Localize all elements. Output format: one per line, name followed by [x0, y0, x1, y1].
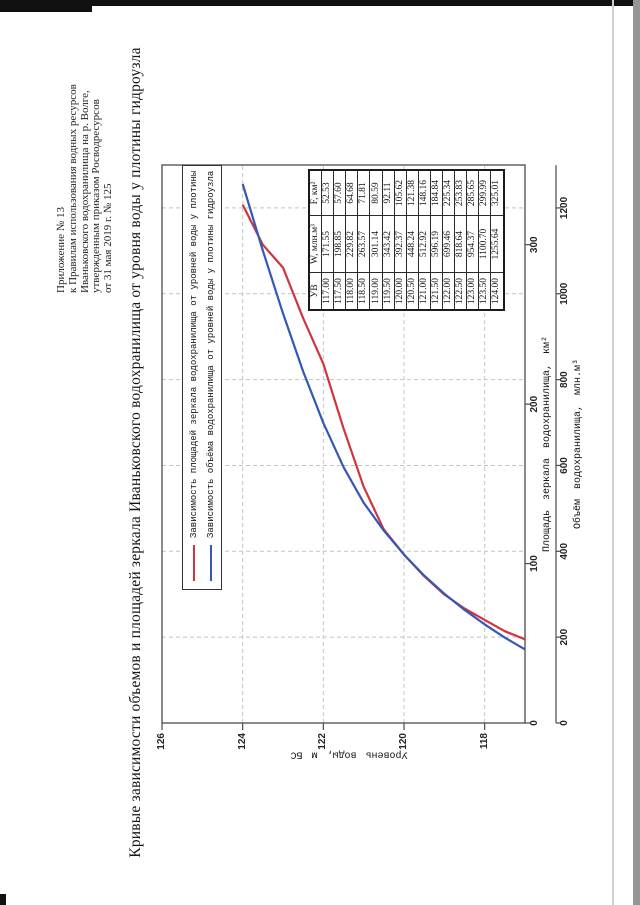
- area-axis-title: Площадь зеркала водохранилища, км²: [542, 335, 553, 553]
- table-row: 122.00 699.46 225.34: [442, 170, 455, 310]
- table-cell: 52.53: [321, 170, 334, 216]
- volume-tick-label: 400: [559, 542, 570, 560]
- table-cell: 121.38: [406, 170, 419, 216]
- table-row: 123.50 1100.70 299.99: [478, 170, 491, 310]
- level-volume-area-table: УВ W, млн.м³ F, км² 117.00 171.55 52.53 117.50…: [308, 169, 505, 311]
- table-cell: 148.16: [418, 170, 431, 216]
- volume-tick-label: 1200: [559, 196, 570, 220]
- chart-legend: Зависимость площадей зеркала водохранили…: [182, 165, 222, 590]
- plot-border: [161, 164, 526, 724]
- table-cell: 124.00: [490, 272, 504, 310]
- volume-tick-label: 600: [559, 457, 570, 474]
- table-cell: 123.00: [466, 272, 479, 310]
- table-cell: 118.00: [345, 272, 358, 310]
- scan-edge-grey-band: [633, 0, 640, 905]
- table-cell: 171.55: [321, 215, 334, 273]
- volume-tick-label: 0: [559, 720, 570, 726]
- table-cell: 225.34: [442, 170, 455, 216]
- table-cell: 57.60: [333, 170, 346, 216]
- table-cell: 92.11: [382, 170, 395, 216]
- level-tick-label: 124: [236, 733, 248, 750]
- scan-fold-line: [612, 0, 614, 905]
- table-cell: 118.50: [357, 272, 370, 310]
- table-cell: 1100.70: [478, 215, 491, 273]
- table-cell: 392.37: [394, 215, 407, 273]
- table-cell: 119.00: [369, 272, 383, 310]
- table-header-cell: F, км²: [309, 170, 322, 216]
- table-cell: 64.68: [345, 170, 358, 216]
- table-cell: 343.42: [382, 215, 395, 273]
- area-tick-label: 300: [529, 236, 540, 254]
- y-axis-title: Уровень воды, м БС: [289, 748, 408, 760]
- table-row: 124.00 1255.64 325.01: [490, 170, 504, 310]
- table-cell: 105.62: [394, 170, 407, 216]
- scan-edge-black-notch: [0, 0, 92, 12]
- table-cell: 122.50: [454, 272, 467, 310]
- legend-label: Зависимость площадей зеркала водохранили…: [188, 170, 199, 538]
- table-cell: 184.84: [430, 170, 443, 216]
- table-header-cell: W, млн.м³: [309, 215, 322, 273]
- legend-item: Зависимость площадей зеркала водохранили…: [186, 166, 201, 589]
- table-cell: 1255.64: [490, 215, 504, 273]
- table-cell: 120.50: [406, 272, 419, 310]
- table-cell: 120.00: [394, 272, 407, 310]
- area-tick-label: 0: [529, 720, 540, 726]
- table-header-row: УВ W, млн.м³ F, км²: [309, 170, 322, 310]
- table-cell: 299.99: [478, 170, 491, 216]
- table-row: 121.00 512.92 148.16: [418, 170, 431, 310]
- table-row: 120.50 448.24 121.38: [406, 170, 419, 310]
- table-cell: 121.50: [430, 272, 443, 310]
- table-cell: 301.14: [369, 215, 383, 273]
- volume-axis-title: Объём водохранилища, млн.м³: [573, 358, 584, 530]
- table-cell: 119.50: [382, 272, 395, 310]
- volume-tick-label: 1000: [559, 282, 570, 305]
- table-cell: 80.59: [369, 170, 383, 216]
- table-cell: 122.00: [442, 272, 455, 310]
- table-cell: 596.19: [430, 215, 443, 273]
- table-cell: 263.57: [357, 215, 370, 273]
- legend-line-sample: [192, 545, 195, 581]
- table-cell: 117.00: [321, 272, 334, 310]
- table-header-cell: УВ: [309, 272, 322, 310]
- table-cell: 71.81: [357, 170, 370, 216]
- table-cell: 121.00: [418, 272, 431, 310]
- table-cell: 699.46: [442, 215, 455, 273]
- table-cell: 123.50: [478, 272, 491, 310]
- level-tick-label: 118: [478, 733, 490, 750]
- volume-tick-label: 200: [559, 628, 570, 646]
- table-cell: 818.64: [454, 215, 467, 273]
- scan-corner-black: [0, 894, 6, 905]
- table-cell: 117.50: [333, 272, 346, 310]
- table-row: 119.50 343.42 92.11: [382, 170, 395, 310]
- table-cell: 229.82: [345, 215, 358, 273]
- table-cell: 448.24: [406, 215, 419, 273]
- table-cell: 512.92: [418, 215, 431, 273]
- table-row: 117.00 171.55 52.53: [321, 170, 334, 310]
- scan-edge-black-band: [0, 0, 640, 6]
- table-row: 121.50 596.19 184.84: [430, 170, 443, 310]
- table-cell: 325.01: [490, 170, 504, 216]
- table-row: 118.50 263.57 71.81: [357, 170, 370, 310]
- legend-item: Зависимость объёма водохранилища от уров…: [203, 166, 218, 589]
- legend-line-sample: [209, 545, 212, 581]
- table-cell: 954.37: [466, 215, 479, 273]
- series-volume-curve: [241, 183, 526, 651]
- table-cell: 253.83: [454, 170, 467, 216]
- table-row: 122.50 818.64 253.83: [454, 170, 467, 310]
- level-tick-label: 126: [156, 733, 167, 750]
- table-row: 120.00 392.37 105.62: [394, 170, 407, 310]
- table-row: 123.00 954.37 285.65: [466, 170, 479, 310]
- table-cell: 198.85: [333, 215, 346, 273]
- volume-tick-label: 800: [559, 371, 570, 388]
- table-row: 118.00 229.82 64.68: [345, 170, 358, 310]
- area-tick-label: 200: [529, 395, 540, 413]
- table-row: 119.00 301.14 80.59: [369, 170, 383, 310]
- area-tick-label: 100: [529, 555, 540, 572]
- legend-label: Зависимость объёма водохранилища от уров…: [205, 170, 216, 538]
- table-cell: 285.65: [466, 170, 479, 216]
- table-row: 117.50 198.85 57.60: [333, 170, 346, 310]
